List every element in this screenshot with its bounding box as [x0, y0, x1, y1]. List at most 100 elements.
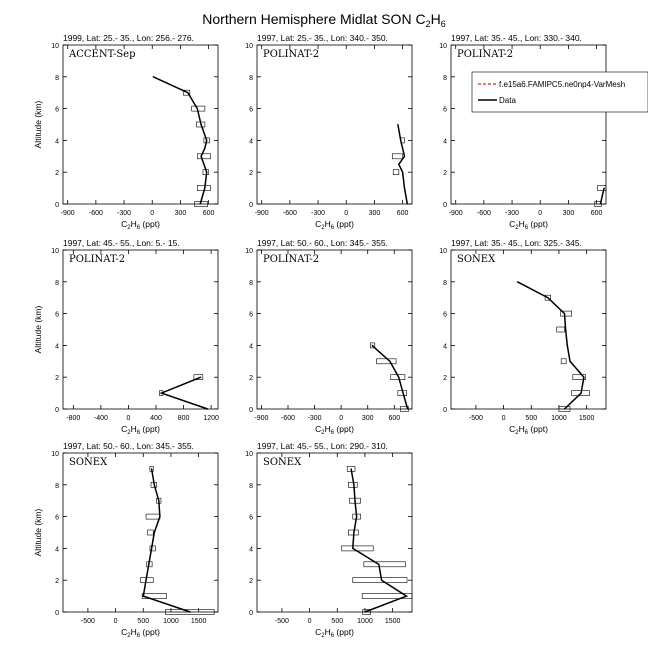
y-tick-label: 0 — [249, 610, 253, 617]
data-point — [354, 500, 356, 502]
x-tick-label: -900 — [254, 415, 268, 422]
data-point — [405, 595, 408, 597]
y-tick-label: 10 — [439, 43, 447, 50]
x-tick-label: -600 — [89, 210, 103, 217]
data-series-line — [350, 468, 409, 613]
panel-header: 1997, Lat: 35.- 45., Lon: 325.- 345. — [451, 238, 582, 248]
y-tick-label: 6 — [249, 312, 253, 319]
range-box — [571, 390, 590, 396]
panel-header: 1999, Lat: 25.- 35., Lon: 256.- 276. — [63, 33, 194, 43]
data-point — [371, 344, 373, 346]
y-tick-label: 8 — [55, 75, 59, 82]
data-point — [200, 376, 202, 378]
data-point — [150, 468, 153, 470]
y-tick-label: 2 — [249, 375, 253, 382]
campaign-label: POLINAT-2 — [263, 49, 319, 60]
legend-box — [471, 71, 648, 113]
data-point — [603, 187, 605, 189]
data-point — [204, 187, 206, 189]
x-axis-label: C2H6 (ppt) — [315, 627, 354, 639]
data-point — [400, 139, 402, 141]
data-point — [364, 611, 366, 613]
data-point — [583, 376, 585, 378]
data-point — [353, 531, 355, 534]
range-box — [352, 577, 408, 584]
chart-panel: 1997, Lat: 50.- 60., Lon: 345.- 355. POLI… — [245, 238, 413, 436]
y-tick-label: 4 — [249, 343, 253, 350]
legend: f.e15a6.FAMIPC5.ne0np4-VarMesh Data — [471, 71, 648, 113]
range-box — [193, 374, 204, 381]
y-tick-label: 8 — [55, 483, 59, 490]
y-tick-label: 8 — [249, 483, 253, 490]
range-box — [594, 201, 602, 207]
data-point — [398, 376, 400, 378]
data-point — [145, 579, 147, 581]
x-tick-label: 0 — [502, 415, 506, 422]
range-box — [391, 153, 403, 160]
y-tick-label: 2 — [249, 578, 253, 585]
x-tick-label: -600 — [283, 210, 297, 217]
y-tick-label: 0 — [249, 202, 253, 209]
campaign-label: ACCENT-Sep — [68, 49, 136, 60]
range-box — [362, 609, 371, 615]
data-point — [150, 547, 153, 550]
range-box — [544, 294, 551, 301]
range-box — [361, 593, 413, 599]
y-tick-label: 2 — [443, 375, 447, 382]
y-tick-label: 10 — [439, 248, 447, 255]
x-tick-label: 1000 — [357, 618, 373, 625]
range-box — [370, 342, 376, 349]
x-axis-label: C2H6 (ppt) — [121, 424, 160, 436]
x-tick-label: 500 — [525, 415, 537, 422]
data-point — [563, 313, 566, 315]
x-tick-label: 0 — [126, 415, 130, 422]
x-tick-label: -500 — [81, 618, 95, 625]
x-tick-label: 1200 — [203, 415, 219, 422]
y-tick-label: 0 — [55, 202, 59, 209]
y-tick-label: 8 — [443, 75, 447, 82]
y-tick-label: 6 — [55, 515, 59, 522]
range-box — [197, 153, 211, 160]
y-axis-label: Altitude (km) — [33, 508, 43, 556]
y-tick-label: 2 — [55, 170, 59, 177]
plot-frame — [62, 249, 219, 410]
panel-header: 1997, Lat: 50.- 60., Lon: 345.- 355. — [257, 238, 388, 248]
x-tick-label: 1500 — [385, 618, 401, 625]
y-axis-label: Altitude (km) — [33, 305, 43, 353]
data-point — [160, 392, 163, 394]
x-axis-label: C2H6 (ppt) — [315, 424, 354, 436]
chart-panel: 1997, Lat: 35.- 45., Lon: 325.- 345. SONE… — [439, 238, 607, 436]
range-box — [560, 310, 572, 317]
x-tick-label: -900 — [61, 210, 75, 217]
y-tick-label: 6 — [249, 515, 253, 522]
x-tick-label: -500 — [469, 415, 483, 422]
range-box — [182, 89, 191, 96]
x-axis-label: C2H6 (ppt) — [121, 219, 160, 231]
range-box — [392, 169, 400, 175]
x-tick-label: 600 — [203, 210, 215, 217]
data-point — [547, 297, 549, 299]
y-tick-label: 2 — [249, 170, 253, 177]
data-series-line — [152, 76, 208, 205]
data-point — [187, 92, 189, 94]
plot-frame — [62, 452, 219, 613]
data-point — [516, 281, 519, 283]
data-point — [564, 328, 567, 331]
data-point — [566, 344, 568, 346]
y-tick-label: 6 — [443, 312, 447, 319]
data-point — [402, 171, 404, 173]
y-tick-label: 4 — [55, 138, 59, 145]
legend-label: f.e15a6.FAMIPC5.ne0np4-VarMesh — [499, 80, 625, 89]
data-point — [200, 155, 202, 157]
panel-header: 1997, Lat: 45.- 55., Lon: 5.- 15. — [63, 238, 180, 248]
x-tick-label: -600 — [477, 210, 491, 217]
x-tick-label: 0 — [538, 210, 542, 217]
data-point — [398, 163, 400, 165]
x-tick-label: 300 — [369, 210, 381, 217]
x-tick-label: 500 — [331, 618, 343, 625]
data-series-line — [599, 187, 605, 205]
plot-frame — [256, 452, 413, 613]
x-tick-label: -300 — [311, 210, 325, 217]
data-point — [580, 392, 582, 394]
